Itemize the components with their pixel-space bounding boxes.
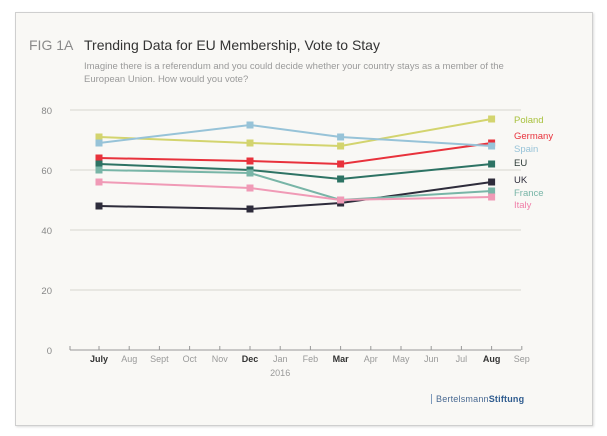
y-tick-label: 0	[47, 346, 52, 357]
x-tick-label: Sep	[514, 354, 530, 364]
data-point-spain	[95, 139, 103, 147]
series-line-france	[98, 169, 492, 202]
y-tick-label: 80	[41, 106, 52, 117]
data-point-france	[95, 166, 103, 174]
legend-label-spain: Spain	[514, 144, 538, 155]
data-point-uk	[488, 178, 496, 186]
y-tick-label: 20	[41, 286, 52, 297]
x-tick-label: Apr	[364, 354, 378, 364]
x-tick-label: Oct	[183, 354, 198, 364]
series-line-poland	[98, 118, 492, 148]
data-point-italy	[337, 196, 345, 204]
figure-card	[15, 12, 593, 426]
series-line-eu	[98, 163, 492, 181]
x-year-label: 2016	[270, 368, 290, 378]
data-point-italy	[95, 178, 103, 186]
x-tick-label: Jan	[273, 354, 288, 364]
logo-text-2: Stiftung	[488, 394, 525, 404]
data-point-italy	[488, 193, 496, 201]
y-tick-label: 60	[41, 166, 52, 177]
legend-label-eu: EU	[514, 158, 527, 169]
data-point-germany	[337, 160, 345, 168]
x-tick-label: Feb	[303, 354, 319, 364]
data-point-poland	[488, 115, 496, 123]
legend-label-poland: Poland	[514, 115, 544, 126]
x-tick-label: Aug	[483, 354, 501, 364]
x-tick-label: Dec	[242, 354, 259, 364]
chart-title: Trending Data for EU Membership, Vote to…	[84, 37, 380, 53]
legend-label-italy: Italy	[514, 200, 532, 211]
legend-label-uk: UK	[514, 175, 528, 186]
x-tick-label: July	[90, 354, 108, 364]
figure-label: FIG 1A	[29, 37, 74, 53]
x-tick-label: Sept	[150, 354, 169, 364]
series-line-italy	[98, 181, 492, 202]
x-tick-label: Jul	[456, 354, 468, 364]
data-point-poland	[246, 139, 254, 147]
series-line-germany	[98, 142, 492, 166]
data-point-germany	[246, 157, 254, 165]
data-point-spain	[488, 142, 496, 150]
logo-text-1: Bertelsmann	[436, 394, 489, 404]
series-line-spain	[98, 123, 492, 147]
data-point-germany	[95, 154, 103, 162]
legend-label-germany: Germany	[514, 131, 553, 142]
data-point-uk	[246, 205, 254, 213]
data-point-eu	[95, 160, 103, 168]
x-tick-label: Nov	[212, 354, 229, 364]
data-point-uk	[95, 202, 103, 210]
x-tick-label: Mar	[333, 354, 350, 364]
data-point-france	[488, 187, 496, 195]
bertelsmann-logo: BertelsmannStiftung	[431, 394, 524, 404]
data-point-eu	[488, 160, 496, 168]
data-point-spain	[337, 133, 345, 141]
x-tick-label: Jun	[424, 354, 439, 364]
series-line-uk	[98, 181, 492, 211]
data-point-poland	[95, 133, 103, 141]
legend-label-france: France	[514, 188, 544, 199]
data-point-spain	[246, 121, 254, 129]
chart-subtitle: Imagine there is a referendum and you co…	[84, 61, 504, 85]
data-point-france	[246, 169, 254, 177]
data-point-eu	[337, 175, 345, 183]
data-point-poland	[337, 142, 345, 150]
x-tick-label: May	[392, 354, 410, 364]
y-tick-label: 40	[41, 226, 52, 237]
data-point-italy	[246, 184, 254, 192]
x-tick-label: Aug	[121, 354, 137, 364]
